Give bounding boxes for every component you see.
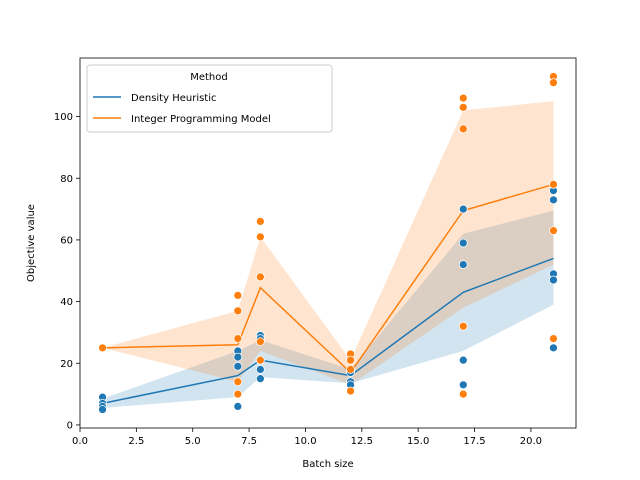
point-density-heuristic-8 [233, 402, 243, 411]
ci-band-density-heuristic [102, 210, 554, 408]
legend-label-integer-programming-model: Integer Programming Model [131, 114, 271, 125]
point-density-heuristic-24 [549, 275, 558, 285]
point-integer-programming-model-15 [458, 93, 468, 103]
plot-frame [79, 57, 577, 429]
point-integer-programming-model-19 [458, 389, 468, 399]
point-integer-programming-model-23 [549, 226, 558, 236]
point-density-heuristic-17 [458, 238, 468, 248]
y-tick-label: 80 [60, 174, 73, 185]
point-density-heuristic-19 [458, 355, 468, 365]
point-integer-programming-model-12 [346, 355, 355, 365]
point-integer-programming-model-6 [255, 217, 265, 226]
y-axis-ticks: 0 20 40 60 80 100 [54, 112, 80, 431]
point-integer-programming-model-7 [255, 232, 265, 242]
y-tick-label: 20 [60, 359, 73, 370]
point-integer-programming-model-9 [255, 337, 265, 347]
legend: Method Density Heuristic Integer Program… [86, 64, 333, 133]
point-integer-programming-model-4 [233, 377, 243, 387]
point-integer-programming-model-5 [233, 389, 243, 399]
point-density-heuristic-6 [233, 361, 243, 371]
point-integer-programming-model-16 [458, 102, 468, 112]
mean-line-density-heuristic [102, 257, 554, 405]
x-tick-label: 0.0 [72, 436, 88, 447]
point-density-heuristic-5 [233, 352, 243, 362]
point-density-heuristic-20 [458, 380, 468, 390]
point-density-heuristic-18 [458, 260, 468, 269]
point-integer-programming-model-18 [458, 321, 468, 331]
x-tick-label: 7.5 [241, 436, 257, 447]
x-tick-label: 12.5 [351, 436, 373, 447]
data-points [98, 72, 558, 414]
legend-label-density-heuristic: Density Heuristic [131, 93, 217, 104]
point-integer-programming-model-14 [346, 386, 355, 396]
point-integer-programming-model-17 [458, 124, 468, 134]
confidence-bands [102, 101, 554, 408]
point-integer-programming-model-24 [549, 334, 558, 343]
legend-box [86, 64, 333, 133]
y-axis-label: Objective value [26, 204, 37, 282]
point-integer-programming-model-22 [549, 180, 558, 189]
point-integer-programming-model-13 [346, 365, 355, 374]
x-tick-label: 17.5 [463, 436, 485, 447]
legend-title: Method [190, 72, 228, 83]
ci-band-integer-programming-model [102, 101, 554, 385]
point-integer-programming-model-21 [549, 78, 558, 88]
x-tick-label: 10.0 [294, 436, 316, 447]
y-tick-label: 100 [54, 112, 73, 123]
x-axis-ticks: 0.0 2.5 5.0 7.5 10.0 12.5 15.0 17.5 20.0 [72, 428, 542, 447]
x-tick-label: 15.0 [407, 436, 429, 447]
mean-line-integer-programming-model [102, 183, 554, 374]
x-tick-label: 20.0 [520, 436, 542, 447]
point-density-heuristic-3 [98, 405, 107, 414]
x-tick-label: 2.5 [128, 436, 144, 447]
y-tick-label: 40 [60, 297, 73, 308]
point-integer-programming-model-8 [255, 272, 265, 282]
point-integer-programming-model-0 [98, 343, 107, 353]
x-axis-label: Batch size [302, 459, 353, 470]
point-density-heuristic-16 [458, 204, 468, 214]
y-tick-label: 0 [67, 420, 73, 431]
x-tick-label: 5.0 [185, 436, 201, 447]
y-tick-label: 60 [60, 235, 73, 246]
point-density-heuristic-25 [549, 343, 558, 353]
point-integer-programming-model-3 [233, 334, 243, 343]
point-density-heuristic-11 [255, 365, 265, 374]
point-integer-programming-model-1 [233, 291, 243, 300]
point-integer-programming-model-10 [255, 355, 265, 365]
point-integer-programming-model-2 [233, 306, 243, 316]
point-density-heuristic-12 [255, 374, 265, 384]
point-density-heuristic-22 [549, 195, 558, 205]
series-lines [102, 183, 554, 405]
